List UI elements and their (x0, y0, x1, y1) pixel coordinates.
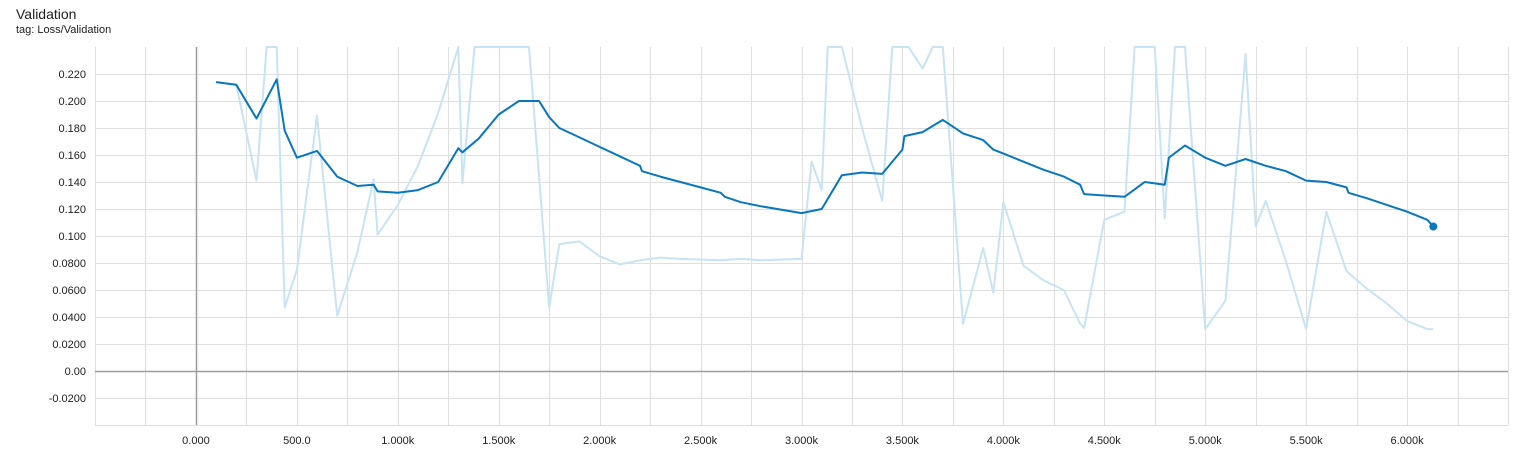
y-tick-label: 0.0800 (52, 258, 86, 270)
grid-lines (95, 47, 1509, 425)
smoothed-loss-line (215, 78, 1435, 228)
x-tick-label: 3.000k (785, 435, 819, 447)
x-tick-label: 500.0 (283, 435, 311, 447)
y-tick-label: 0.200 (58, 96, 86, 108)
y-tick-label: 0.00 (65, 366, 86, 378)
y-tick-label: 0.160 (58, 150, 86, 162)
x-tick-label: 4.000k (987, 435, 1021, 447)
x-tick-label: 3.500k (886, 435, 920, 447)
y-tick-label: 0.0400 (52, 312, 86, 324)
x-tick-label: 5.500k (1290, 435, 1324, 447)
x-tick-label: 1.500k (482, 435, 516, 447)
last-point-marker[interactable] (1429, 222, 1438, 231)
y-tick-label: 0.120 (58, 204, 86, 216)
y-tick-label: 0.100 (58, 231, 86, 243)
raw-series (215, 46, 1434, 331)
x-tick-label: 1.000k (381, 435, 415, 447)
x-tick-label: 0.000 (182, 435, 210, 447)
x-tick-label: 2.500k (684, 435, 718, 447)
chart-title: Validation (16, 6, 77, 22)
chart-tag-label: tag: Loss/Validation (16, 24, 112, 36)
x-tick-label: 6.000k (1391, 435, 1425, 447)
raw-loss-line (215, 46, 1434, 331)
y-tick-label: 0.140 (58, 177, 86, 189)
smoothed-series (215, 78, 1438, 231)
tick-labels: 0.000 500.0 1.000k 1.500k 2.000k 2.500k 3.000k… (49, 69, 1424, 447)
y-tick-label: 0.0200 (52, 339, 86, 351)
x-tick-label: 2.000k (583, 435, 617, 447)
y-tick-label: 0.220 (58, 69, 86, 81)
y-tick-label: -0.0200 (49, 393, 86, 405)
y-tick-label: 0.180 (58, 123, 86, 135)
axes (95, 47, 1508, 426)
y-tick-label: 0.0600 (52, 285, 86, 297)
x-tick-label: 4.500k (1088, 435, 1122, 447)
x-tick-label: 5.000k (1189, 435, 1223, 447)
